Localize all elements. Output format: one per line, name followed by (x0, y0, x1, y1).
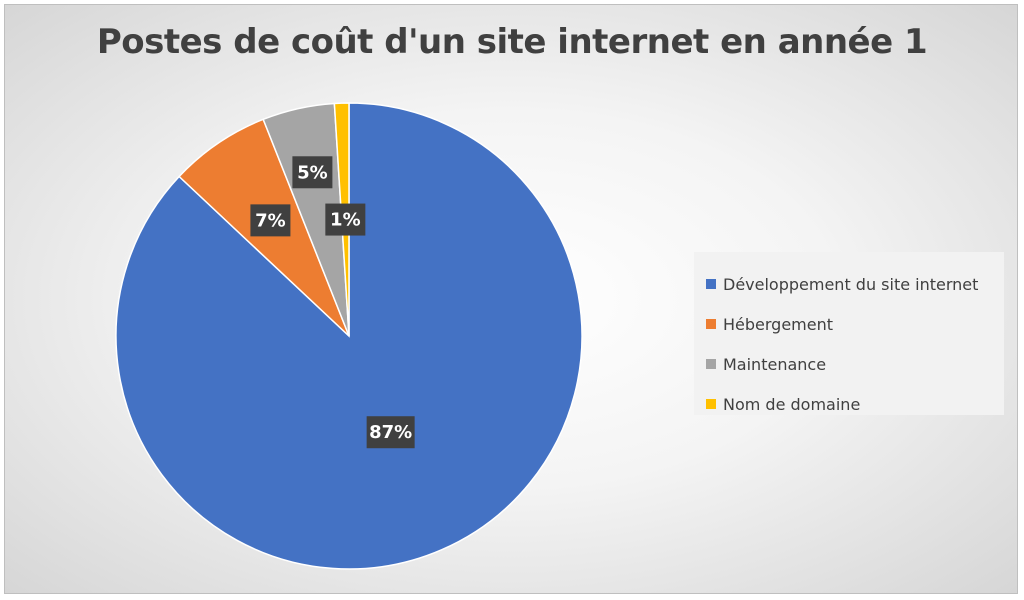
legend-item-3: Nom de domaine (694, 384, 1004, 424)
legend-swatch (706, 359, 716, 369)
legend-label: Hébergement (723, 314, 834, 334)
data-label-box (292, 156, 333, 189)
chart-title: Postes de coût d'un site internet en ann… (96, 22, 928, 62)
data-label-1: 7% (250, 204, 291, 237)
chart-legend: Développement du site internet Hébergemen… (694, 252, 1004, 415)
data-label-box (250, 204, 291, 237)
legend-swatch (706, 319, 716, 329)
data-label-text: 87% (369, 422, 412, 443)
legend-label: Nom de domaine (723, 394, 861, 414)
legend-item-2: Maintenance (694, 344, 1004, 384)
data-label-text: 5% (297, 162, 328, 183)
legend-label: Maintenance (723, 354, 827, 374)
legend-swatch (706, 279, 716, 289)
data-label-box (325, 203, 366, 236)
data-label-text: 7% (255, 210, 286, 231)
data-label-3: 1% (325, 203, 366, 236)
legend-item-1: Hébergement (694, 304, 1004, 344)
data-label-0: 87% (366, 416, 415, 449)
legend-swatch (706, 399, 716, 409)
legend-item-0: Développement du site internet (694, 264, 1004, 304)
data-label-2: 5% (292, 156, 333, 189)
legend-label: Développement du site internet (723, 274, 979, 294)
data-label-text: 1% (330, 210, 361, 231)
data-label-box (366, 416, 415, 449)
